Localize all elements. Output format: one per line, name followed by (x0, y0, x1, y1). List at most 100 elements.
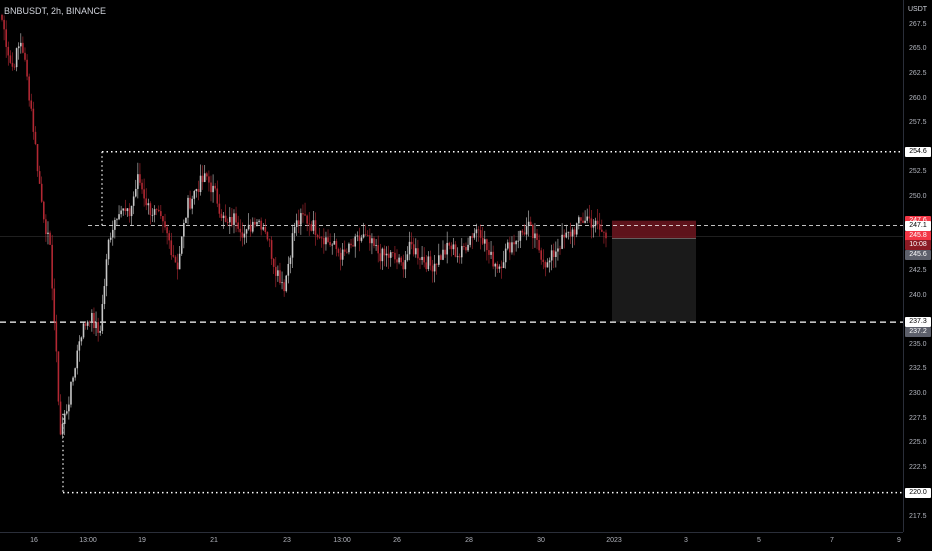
candle-body (544, 261, 547, 268)
candle-body (425, 262, 428, 270)
candle-body (174, 256, 177, 263)
candle-body (5, 29, 7, 47)
candle-body (500, 266, 503, 268)
candle-body (333, 240, 336, 245)
candle-body (84, 323, 87, 326)
candle-body (329, 241, 331, 246)
candle-body (527, 221, 530, 227)
candle-body (454, 244, 457, 257)
candle-body (195, 189, 198, 192)
candle-body (53, 288, 56, 322)
candle-body (268, 239, 271, 241)
candle-body (231, 216, 233, 225)
candle-body (34, 131, 37, 145)
candle-body (103, 286, 106, 305)
candle-body (565, 232, 568, 238)
candle-body (509, 242, 511, 253)
candle-body (404, 260, 407, 270)
candle-body (164, 221, 166, 228)
candle-body (427, 256, 430, 270)
candle-body (199, 175, 202, 193)
candle-body (477, 229, 480, 231)
candle-body (214, 185, 216, 189)
candle-body (440, 255, 442, 260)
candle-body (383, 248, 386, 256)
candle-body (224, 215, 227, 223)
candle-body (147, 203, 150, 206)
candle-body (601, 229, 603, 232)
candle-body (423, 256, 425, 263)
candle-body (306, 215, 308, 224)
candle-body (471, 236, 474, 238)
candle-body (76, 350, 79, 369)
candle-body (573, 229, 576, 235)
candle-body (375, 245, 377, 247)
candle-body (433, 263, 436, 272)
price-tick-label: 235.0 (909, 340, 927, 348)
candle-body (360, 237, 363, 241)
candle-body (603, 231, 605, 233)
candle-body (126, 208, 129, 212)
candle-body (408, 241, 411, 255)
candle-body (289, 257, 292, 264)
candle-body (132, 196, 135, 206)
candle-body (402, 262, 405, 270)
candle-body (316, 234, 319, 238)
candle-body (371, 238, 373, 244)
chart-area[interactable]: BNBUSDT, 2h, BINANCE (0, 0, 903, 532)
candle-body (15, 48, 18, 68)
candle-body (122, 208, 125, 211)
candle-body (400, 257, 402, 263)
candle-body (594, 220, 597, 226)
candle-body (392, 252, 394, 253)
candle-body (356, 235, 359, 237)
candle-body (160, 211, 162, 217)
time-tick-label: 28 (465, 537, 473, 544)
candle-body (598, 224, 601, 230)
candle-body (483, 239, 486, 244)
candle-body (534, 233, 536, 239)
candle-body (548, 260, 551, 263)
candle-body (49, 232, 51, 245)
price-chart[interactable] (0, 0, 903, 532)
currency-label: USDT (908, 6, 928, 13)
price-tick-label: 240.0 (909, 291, 927, 299)
candle-body (143, 189, 145, 199)
candle-body (61, 423, 64, 435)
candle-body (419, 258, 421, 260)
price-tag: 245.6 (905, 250, 931, 261)
candle-body (300, 213, 302, 225)
candle-body (210, 182, 212, 193)
candle-body (444, 249, 446, 255)
time-tick-label: 21 (210, 537, 218, 544)
candle-body (128, 208, 131, 217)
time-tick-label: 30 (537, 537, 545, 544)
price-tag: 220.0 (905, 487, 931, 498)
candle-body (141, 182, 143, 190)
candle-body (458, 256, 461, 258)
candle-body (201, 175, 204, 183)
candle-body (435, 263, 438, 265)
price-tag: 10:08 (905, 240, 931, 251)
candle-body (155, 209, 158, 210)
price-axis[interactable]: USDT 267.5 265.0 262.5 260.0 257.5 252.5 250.0… (903, 0, 932, 532)
candle-body (47, 232, 49, 234)
time-axis[interactable]: 16 13:00 19 21 23 13:00 26 28 30 2023 3 5 7 9 (0, 532, 903, 551)
candle-body (59, 401, 62, 435)
time-tick-label: 7 (830, 537, 834, 544)
candle-body (366, 235, 369, 236)
price-tag: 237.3 (905, 317, 931, 328)
candle-body (162, 216, 164, 222)
candle-body (506, 242, 509, 249)
candle-body (571, 229, 574, 237)
candle-body (536, 233, 538, 240)
candle-body (187, 197, 189, 218)
candle-body (9, 55, 12, 63)
time-tick-label: 5 (757, 537, 761, 544)
candle-body (95, 322, 97, 329)
candle-body (410, 241, 413, 245)
candle-body (335, 240, 338, 250)
candle-body (130, 205, 133, 217)
candle-body (183, 222, 185, 237)
candle-body (68, 404, 70, 412)
